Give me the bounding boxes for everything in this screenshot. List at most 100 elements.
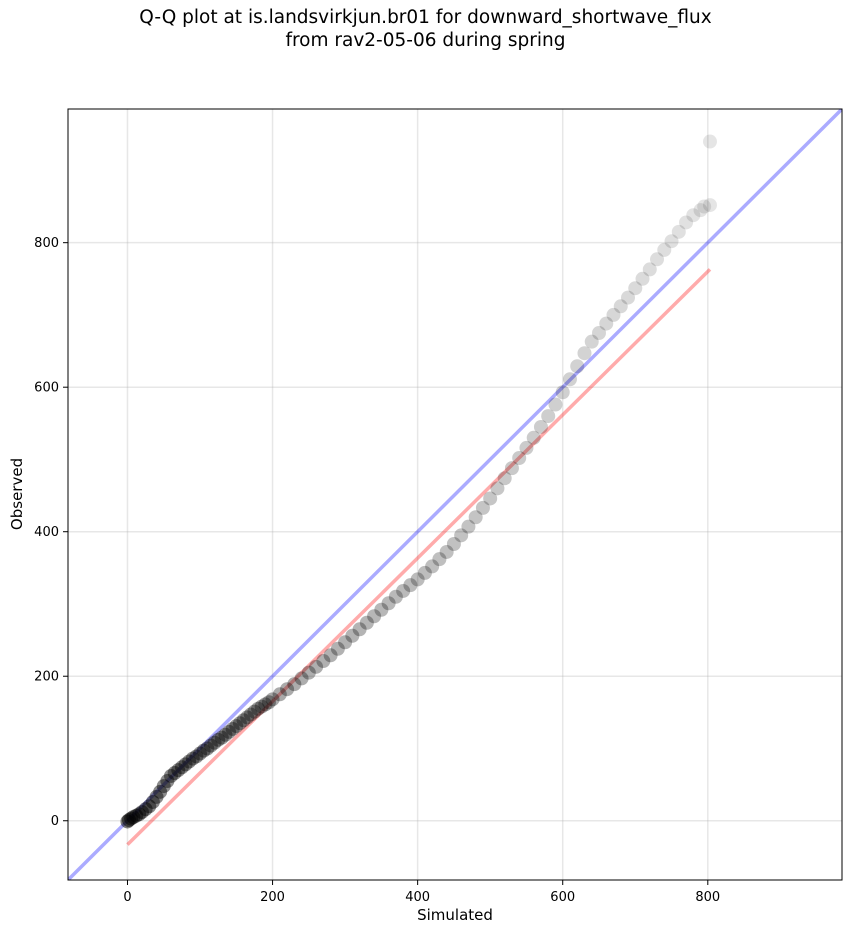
data-point [613, 299, 628, 314]
data-point [657, 242, 672, 257]
data-point [330, 641, 345, 656]
data-point [120, 814, 135, 829]
data-point [124, 811, 139, 826]
data-point [664, 234, 679, 249]
lines-layer [68, 109, 842, 880]
x-tick-label: 400 [405, 890, 430, 905]
data-point [121, 813, 136, 828]
data-point [650, 252, 665, 267]
data-point [171, 763, 186, 778]
data-point [526, 430, 541, 445]
data-point [359, 615, 374, 630]
points-layer [120, 134, 717, 829]
data-point [468, 510, 483, 525]
data-point [280, 682, 295, 697]
y-tick-label: 600 [34, 381, 59, 396]
data-point [417, 565, 432, 580]
plot-frame [67, 108, 843, 881]
data-point [562, 372, 577, 387]
chart-title-line-1: Q-Q plot at is.landsvirkjun.br01 for dow… [139, 7, 712, 28]
data-point [153, 784, 168, 799]
data-point [599, 316, 614, 331]
data-point [129, 808, 144, 823]
data-point [126, 810, 141, 825]
data-point [251, 701, 266, 716]
data-point [584, 334, 599, 349]
data-point [247, 704, 262, 719]
data-point [145, 794, 160, 809]
data-point [702, 134, 717, 149]
y-tick-label: 0 [51, 814, 59, 829]
data-point [214, 730, 229, 745]
chart-title: Q-Q plot at is.landsvirkjun.br01 for dow… [0, 6, 851, 52]
data-point [504, 461, 519, 476]
data-point [381, 596, 396, 611]
data-point [642, 262, 657, 277]
data-point [254, 699, 269, 714]
data-point [338, 635, 353, 650]
data-point [132, 807, 147, 822]
data-point [272, 687, 287, 702]
data-point [258, 697, 273, 712]
grid [68, 109, 842, 880]
data-point [352, 622, 367, 637]
data-point [697, 199, 712, 214]
data-point [182, 754, 197, 769]
data-point [628, 281, 643, 296]
data-point [570, 359, 585, 374]
x-axis-label: Simulated [417, 906, 493, 924]
data-point [301, 665, 316, 680]
data-point [367, 609, 382, 624]
y-tick-label: 800 [34, 236, 59, 251]
data-point [454, 528, 469, 543]
data-point [396, 583, 411, 598]
x-tick-label: 200 [260, 890, 285, 905]
data-point [261, 695, 276, 710]
data-point [702, 198, 717, 213]
data-point [160, 774, 175, 789]
fit-line [126, 268, 712, 846]
data-point [671, 224, 686, 239]
data-point [635, 271, 650, 286]
data-point [403, 578, 418, 593]
data-point [686, 208, 701, 223]
axis-ticks: 0 200 400 600 800 0 200 400 600 800 [34, 236, 720, 905]
data-point [138, 802, 153, 817]
data-point [167, 766, 182, 781]
data-point [693, 203, 708, 218]
data-point [156, 779, 171, 794]
data-point [309, 659, 324, 674]
data-point [425, 559, 440, 574]
data-point [294, 671, 309, 686]
data-point [207, 735, 222, 750]
data-point [475, 500, 490, 515]
data-point [265, 692, 280, 707]
data-point [388, 589, 403, 604]
data-point [483, 491, 498, 506]
data-point [200, 741, 215, 756]
data-point [222, 724, 237, 739]
data-point [236, 713, 251, 728]
data-point [211, 732, 226, 747]
data-point [461, 519, 476, 534]
data-point [555, 385, 570, 400]
data-point [203, 738, 218, 753]
x-tick-label: 800 [695, 890, 720, 905]
y-tick-label: 200 [34, 670, 59, 685]
data-point [218, 727, 233, 742]
data-point [679, 215, 694, 230]
data-point [185, 751, 200, 766]
data-point [446, 536, 461, 551]
x-tick-label: 600 [550, 890, 575, 905]
data-point [287, 677, 302, 692]
data-point [164, 768, 179, 783]
data-point [142, 799, 157, 814]
data-point [606, 307, 621, 322]
data-point [189, 749, 204, 764]
data-point [243, 707, 258, 722]
data-point [621, 290, 636, 305]
data-point [240, 710, 255, 725]
data-point [232, 716, 247, 731]
data-point [225, 721, 240, 736]
